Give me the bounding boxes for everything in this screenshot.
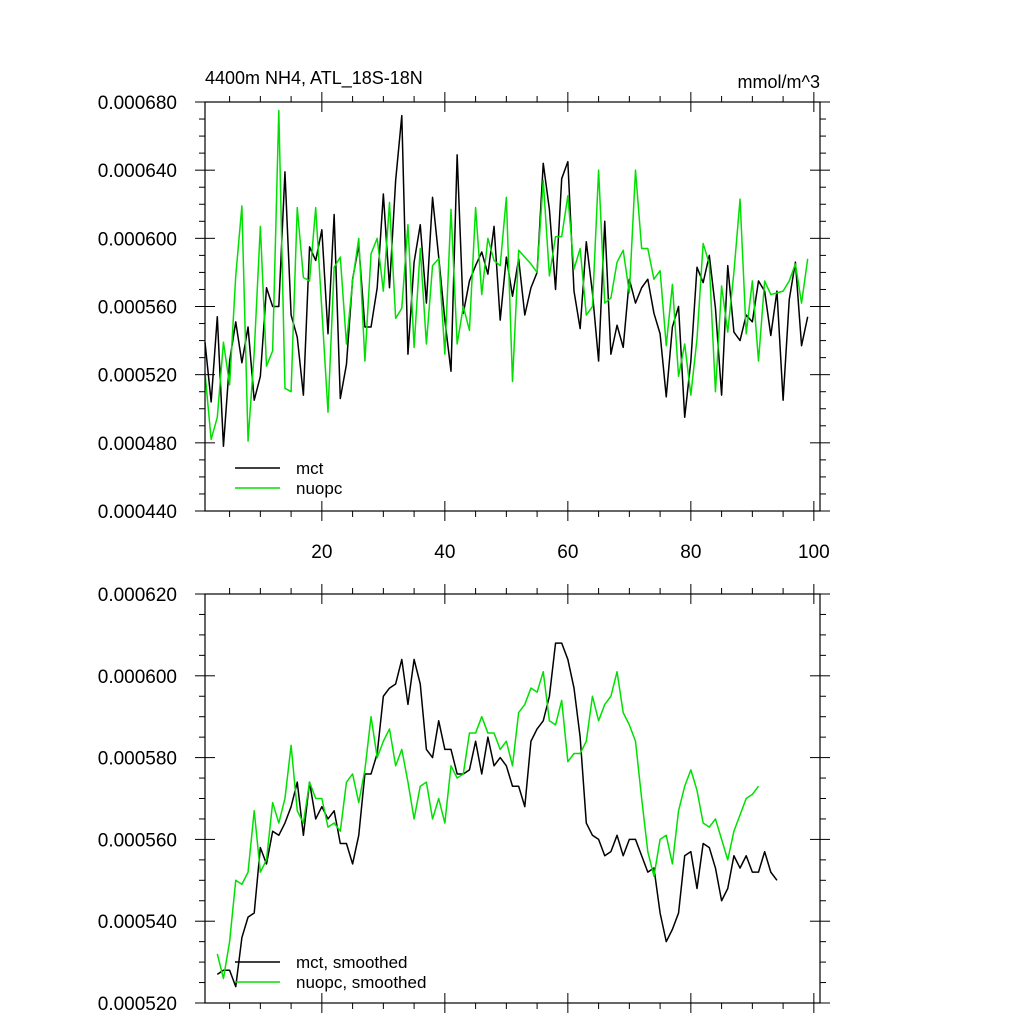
y-tick-label: 0.000600: [98, 229, 177, 250]
y-tick-label: 0.000620: [98, 585, 177, 606]
bottom-panel: 0.000520 0.000540 0.000560 0.000580 0.000600…: [98, 584, 830, 1015]
y-tick-label: 0.000520: [98, 994, 177, 1015]
legend-label: mct: [296, 459, 324, 478]
top-plot-frame: [204, 101, 821, 512]
y-tick-label: 0.000540: [98, 912, 177, 933]
y-tick-label: 0.000640: [98, 161, 177, 182]
series-line-nuopc: [204, 109, 809, 442]
y-tick-label: 0.000580: [98, 749, 177, 770]
legend-label: nuopc, smoothed: [296, 973, 426, 992]
x-tick-label: 80: [680, 542, 701, 563]
y-tick-label: 0.000560: [98, 830, 177, 851]
legend-label: nuopc: [296, 479, 343, 498]
top-panel: 4400m NH4, ATL_18S-18N mmol/m^3 20 40 60 80…: [98, 68, 830, 563]
x-tick-label: 40: [434, 542, 455, 563]
y-tick-label: 0.000600: [98, 667, 177, 688]
bottom-series-lines: [216, 642, 778, 988]
series-line-nuopc-smoothed: [216, 670, 760, 980]
bottom-axis-ticks: 0.000520 0.000540 0.000560 0.000580 0.000600…: [98, 584, 830, 1015]
x-tick-label: 60: [557, 542, 578, 563]
series-line-mct: [204, 114, 809, 447]
units-label: mmol/m^3: [738, 72, 820, 92]
y-tick-label: 0.000440: [98, 502, 177, 523]
x-tick-label: 100: [798, 542, 830, 563]
y-tick-label: 0.000560: [98, 298, 177, 319]
legend-label: mct, smoothed: [296, 953, 408, 972]
series-line-mct-smoothed: [216, 642, 778, 988]
top-series-lines: [204, 109, 809, 447]
y-tick-label: 0.000520: [98, 366, 177, 387]
top-axis-ticks: 20 40 60 80 100 0.000440 0.000480 0.000520 0.000…: [98, 92, 830, 563]
y-tick-label: 0.000680: [98, 93, 177, 114]
y-tick-label: 0.000480: [98, 434, 177, 455]
bottom-plot-frame: [204, 593, 821, 1004]
chart-title: 4400m NH4, ATL_18S-18N: [205, 68, 423, 89]
x-tick-label: 20: [311, 542, 332, 563]
